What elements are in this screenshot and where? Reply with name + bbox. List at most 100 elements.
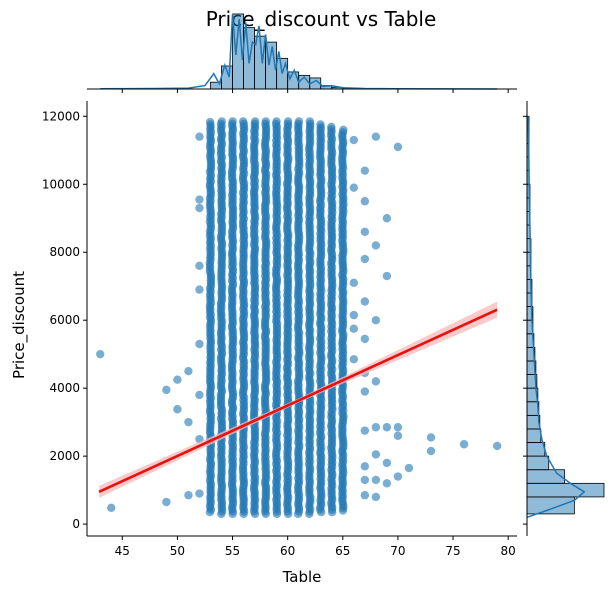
- y-tick-label: 2000: [49, 449, 80, 463]
- scatter-point: [195, 390, 204, 400]
- scatter-point: [349, 324, 359, 333]
- scatter-point: [349, 310, 359, 320]
- scatter-point: [360, 197, 370, 206]
- scatter-point: [360, 426, 370, 435]
- scatter-point: [382, 423, 392, 432]
- scatter-point: [382, 458, 392, 468]
- right-histogram-bar: [526, 428, 542, 443]
- right-histogram-bar: [526, 442, 546, 457]
- scatter-point: [360, 166, 370, 175]
- right-histogram-bar: [526, 496, 575, 515]
- scatter-point: [228, 117, 237, 126]
- x-tick-label: 60: [280, 544, 295, 558]
- scatter-point: [371, 492, 381, 502]
- scatter-point: [426, 433, 436, 442]
- scatter-point: [349, 183, 359, 192]
- x-axis-label: Table: [282, 568, 322, 586]
- chart-title: Price_discount vs Table: [206, 7, 437, 31]
- scatter-point: [382, 214, 392, 223]
- scatter-point: [195, 195, 204, 204]
- scatter-point: [107, 503, 116, 512]
- scatter-point: [272, 117, 281, 126]
- y-tick-label: 4000: [49, 381, 80, 395]
- right-histogram-bar: [526, 455, 550, 471]
- scatter-point: [371, 132, 381, 141]
- scatter-point: [327, 122, 336, 132]
- scatter-point: [162, 497, 171, 507]
- scatter-point: [162, 385, 171, 395]
- x-tick-label: 50: [170, 544, 185, 558]
- regression-line-group: [98, 301, 498, 498]
- scatter-point: [217, 117, 227, 126]
- scatter-point: [294, 117, 304, 126]
- scatter-point: [283, 117, 293, 126]
- scatter-point: [393, 142, 403, 152]
- scatter-point: [195, 203, 204, 213]
- scatter-point: [404, 463, 414, 473]
- y-axis-label: Price_discount: [10, 271, 29, 379]
- y-tick-label: 0: [72, 517, 80, 531]
- y-tick-label: 6000: [49, 313, 80, 327]
- scatter-point: [393, 423, 403, 432]
- scatter-point: [195, 285, 204, 294]
- right-kde-curve: [526, 116, 586, 519]
- scatter-point: [173, 405, 182, 414]
- scatter-point: [382, 271, 392, 281]
- right-histogram-bar: [526, 469, 565, 484]
- scatter-point: [360, 254, 370, 264]
- y-tick-label: 8000: [49, 245, 80, 259]
- scatter-point: [184, 366, 193, 376]
- scatter-points: [96, 117, 502, 519]
- scatter-point: [250, 117, 260, 126]
- scatter-point: [96, 349, 105, 359]
- top-marginal-histogram: [87, 13, 517, 93]
- regression-line: [98, 308, 498, 494]
- scatter-point: [339, 125, 348, 135]
- x-tick-label: 80: [501, 544, 516, 558]
- scatter-point: [184, 491, 193, 500]
- scatter-point: [360, 297, 370, 306]
- x-tick-label: 55: [225, 544, 240, 558]
- scatter-point: [349, 355, 359, 364]
- scatter-point: [195, 489, 204, 498]
- y-tick-label: 12000: [42, 109, 80, 123]
- scatter-point: [305, 117, 315, 126]
- scatter-point: [492, 441, 502, 451]
- scatter-point: [371, 423, 381, 432]
- scatter-point: [360, 227, 370, 237]
- x-tick-label: 70: [390, 544, 405, 558]
- x-tick-label: 65: [335, 544, 350, 558]
- x-tick-label: 45: [115, 544, 130, 558]
- scatter-point: [371, 377, 381, 386]
- scatter-point: [205, 117, 215, 127]
- scatter-point: [195, 261, 204, 271]
- scatter-point: [184, 417, 193, 427]
- x-tick-label: 75: [445, 544, 460, 558]
- scatter-point: [360, 387, 370, 396]
- scatter-point: [349, 135, 359, 145]
- scatter-point: [382, 479, 392, 488]
- scatter-point: [173, 375, 182, 384]
- scatter-point: [261, 117, 271, 126]
- scatter-point: [426, 446, 436, 456]
- scatter-point: [393, 472, 403, 481]
- axes: 45 50 55 60 65 70 75 80 0 2000 4000 6000 8000 10000 12…: [42, 101, 517, 558]
- y-tick-label: 10000: [42, 177, 80, 191]
- scatter-point: [371, 241, 381, 250]
- scatter-point: [459, 440, 469, 449]
- right-histogram-bar: [526, 482, 605, 498]
- scatter-point: [371, 450, 381, 459]
- scatter-point: [393, 431, 403, 440]
- scatter-point: [360, 491, 370, 500]
- top-kde-curve: [100, 13, 498, 90]
- scatter-point: [238, 117, 248, 126]
- right-marginal-histogram: [523, 101, 605, 536]
- scatter-point: [195, 132, 204, 141]
- main-scatter-plot: 45 50 55 60 65 70 75 80 0 2000 4000 6000 8000 10000 12…: [42, 101, 517, 558]
- scatter-point: [360, 334, 370, 344]
- scatter-point: [316, 120, 325, 129]
- scatter-point: [371, 475, 381, 485]
- scatter-point: [360, 475, 370, 485]
